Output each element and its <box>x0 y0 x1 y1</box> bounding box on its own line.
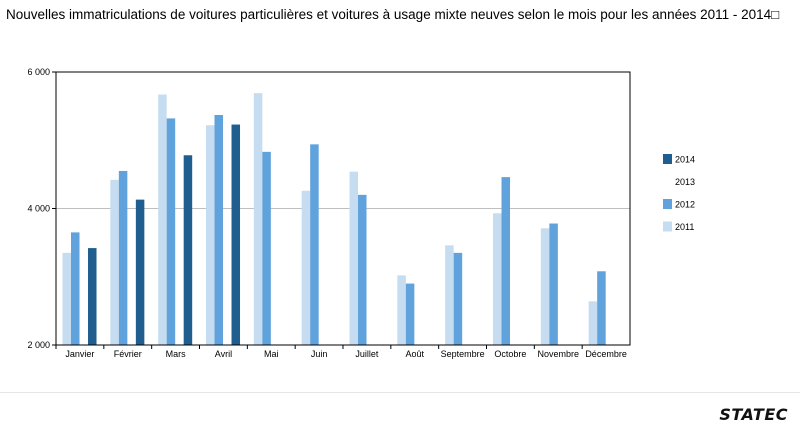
bar-2012-janvier <box>71 232 80 345</box>
bar-2011-janvier <box>62 252 72 345</box>
legend-swatch-2014 <box>663 154 672 164</box>
x-tick-label: Avril <box>215 349 232 359</box>
bar-2012-juin <box>310 144 319 345</box>
bar-2011-août <box>397 275 406 345</box>
bar-2011-novembre <box>540 228 550 345</box>
bar-chart: 2 000 4 000 6 000 Janvier Février Mars Avril Ma… <box>27 67 695 359</box>
bar-2011-mars <box>158 94 167 346</box>
legend-swatch-2012 <box>663 199 672 209</box>
axis-layer: 2 000 4 000 6 000 Janvier Février Mars Avril Ma… <box>27 67 631 359</box>
bar-2014-février <box>135 199 145 345</box>
bar-2014-mars <box>183 155 193 345</box>
bar-2011-juin <box>301 190 311 345</box>
y-tick-label: 2 000 <box>27 340 50 350</box>
x-tick-label: Septembre <box>441 349 485 359</box>
bar-2012-mai <box>262 151 271 345</box>
bar-2012-décembre <box>597 271 606 345</box>
x-tick-label: Août <box>405 349 424 359</box>
x-tick-label: Octobre <box>494 349 526 359</box>
bar-2012-septembre <box>453 252 463 345</box>
legend-label-2012: 2012 <box>675 200 695 210</box>
chart-title: Nouvelles immatriculations de voitures p… <box>6 7 780 22</box>
x-tick-label: Février <box>114 349 142 359</box>
legend: 2014 2013 2012 2011 <box>663 154 695 232</box>
y-tick-label: 6 000 <box>27 67 50 77</box>
x-tick-label: Janvier <box>65 349 94 359</box>
bar-2012-novembre <box>549 223 558 345</box>
bar-2011-septembre <box>445 245 454 345</box>
bar-2011-juillet <box>349 171 359 345</box>
bar-2011-mai <box>253 93 263 345</box>
statec-logo: STATEC <box>719 405 788 424</box>
x-tick-label: Juin <box>311 349 328 359</box>
bars-layer <box>62 93 606 346</box>
y-tick-label: 4 000 <box>27 204 50 214</box>
bar-2012-octobre <box>501 177 511 345</box>
bar-2012-février <box>118 170 128 345</box>
x-tick-label: Mai <box>264 349 279 359</box>
x-tick-label: Mars <box>166 349 186 359</box>
bar-2012-mars <box>166 118 176 345</box>
bar-2011-octobre <box>493 213 502 345</box>
bar-2012-août <box>405 283 415 345</box>
bar-2011-avril <box>206 125 215 345</box>
x-tick-label: Décembre <box>585 349 627 359</box>
bar-2011-décembre <box>588 301 598 345</box>
legend-swatch-2011 <box>663 221 672 232</box>
footer-divider <box>0 392 800 393</box>
bar-2011-février <box>110 179 119 345</box>
bar-2014-janvier <box>88 248 97 345</box>
x-tick-label: Juillet <box>355 349 379 359</box>
bar-2012-avril <box>214 114 224 345</box>
x-tick-label: Novembre <box>537 349 579 359</box>
bar-2012-juillet <box>358 194 367 345</box>
legend-swatch-2013 <box>663 176 672 187</box>
legend-label-2011: 2011 <box>675 222 694 232</box>
legend-label-2013: 2013 <box>675 177 695 187</box>
bar-2014-avril <box>231 124 241 346</box>
legend-label-2014: 2014 <box>675 155 695 165</box>
